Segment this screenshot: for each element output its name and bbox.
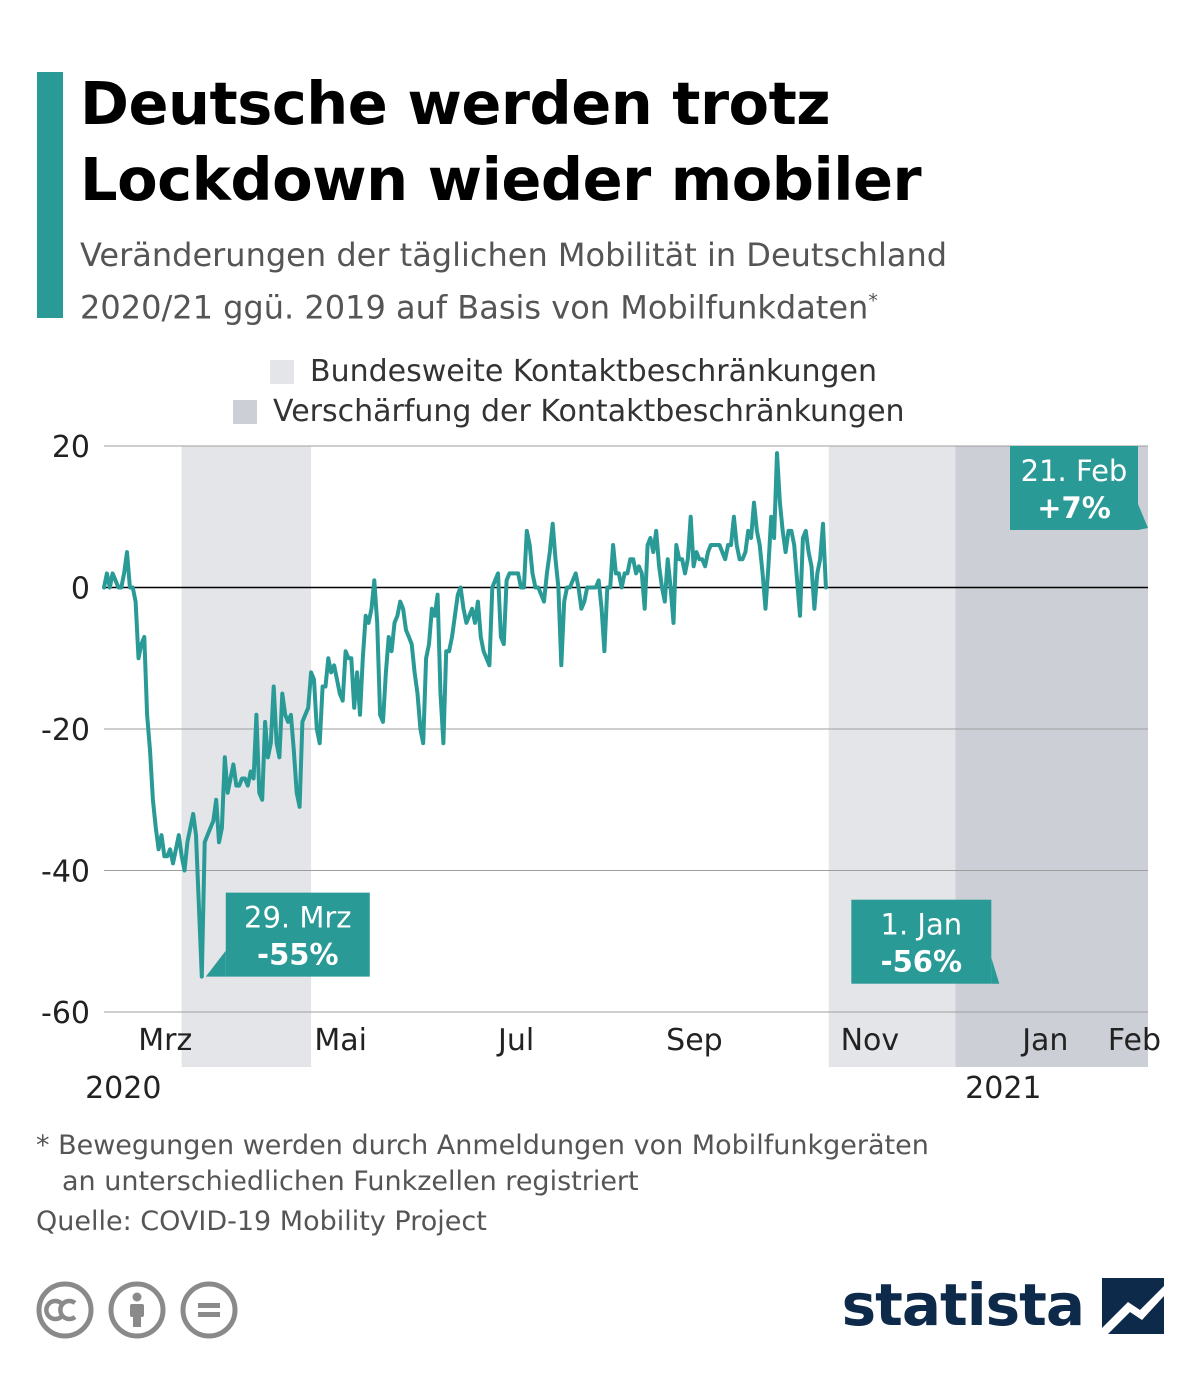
chart-series xyxy=(102,451,828,979)
attribution-icon[interactable] xyxy=(108,1281,166,1339)
footnote-line-2: an unterschiedlichen Funkzellen registri… xyxy=(62,1166,639,1197)
callout-box xyxy=(851,899,992,984)
callout-2: 21. Feb+7% xyxy=(1010,445,1148,530)
callout-pointer xyxy=(991,957,1000,984)
x-tick-label: Jan xyxy=(1020,1023,1068,1058)
statista-logo[interactable]: statista xyxy=(842,1270,1164,1340)
y-tick-label: -60 xyxy=(41,996,90,1031)
legend-swatch-dark xyxy=(233,400,257,424)
legend-swatch-light xyxy=(270,360,294,384)
x-tick-label: Nov xyxy=(841,1023,900,1058)
callout-1: 1. Jan-56% xyxy=(851,899,1000,984)
legend-item-dark: Verschärfung der Kontaktbeschränkungen xyxy=(233,392,905,432)
subtitle-asterisk: * xyxy=(868,290,878,312)
subtitle: Veränderungen der täglichen Mobilität in… xyxy=(80,232,1180,331)
series-line-0 xyxy=(102,451,828,979)
callout-box xyxy=(225,892,370,977)
creative-commons-icon[interactable] xyxy=(36,1281,94,1339)
x-tick-label: Feb xyxy=(1108,1023,1161,1058)
y-tick-label: 0 xyxy=(71,572,90,607)
callout-date: 1. Jan xyxy=(881,908,963,942)
y-tick-label: -20 xyxy=(41,713,90,748)
callout-date: 21. Feb xyxy=(1021,454,1128,488)
x-year-label: 2020 xyxy=(85,1071,161,1106)
chart-callouts: 29. Mrz-55% 1. Jan-56% 21. Feb+7% xyxy=(205,445,1148,984)
legend-label-light: Bundesweite Kontaktbeschränkungen xyxy=(310,354,878,389)
x-tick-label: Mrz xyxy=(138,1023,192,1058)
footnote: * Bewegungen werden durch Anmeldungen vo… xyxy=(36,1128,1136,1240)
y-tick-label: -40 xyxy=(41,855,90,890)
footnote-line-1: * Bewegungen werden durch Anmeldungen vo… xyxy=(36,1130,929,1161)
callout-0: 29. Mrz-55% xyxy=(205,892,370,977)
subtitle-line-2: 2020/21 ggü. 2019 auf Basis von Mobilfun… xyxy=(80,278,1180,331)
legend-label-dark: Verschärfung der Kontaktbeschränkungen xyxy=(273,394,905,429)
title-line-1: Deutsche werden trotz xyxy=(80,69,831,138)
statista-logo-icon xyxy=(1102,1278,1164,1334)
y-axis-labels: 20 0 -20 -40 -60 xyxy=(41,430,90,1031)
callout-date: 29. Mrz xyxy=(244,901,352,935)
callout-value: +7% xyxy=(1037,491,1111,525)
x-tick-label: Sep xyxy=(666,1023,723,1058)
callout-value: -55% xyxy=(257,938,338,972)
statista-wordmark: statista xyxy=(841,1271,1085,1339)
subtitle-line-2-text: 2020/21 ggü. 2019 auf Basis von Mobilfun… xyxy=(80,288,869,327)
no-derivatives-icon[interactable] xyxy=(180,1281,238,1339)
legend-item-light: Bundesweite Kontaktbeschränkungen xyxy=(270,352,877,392)
x-tick-label: Jul xyxy=(496,1023,534,1058)
chart-grid xyxy=(104,445,1148,1013)
x-year-label: 2021 xyxy=(965,1071,1041,1106)
page-title: Deutsche werden trotz Lockdown wieder mo… xyxy=(80,66,1180,218)
callout-box xyxy=(1010,445,1138,530)
accent-bar xyxy=(37,72,63,318)
source-note: Quelle: COVID-19 Mobility Project xyxy=(36,1206,487,1237)
x-tick-label: Mai xyxy=(314,1023,367,1058)
y-tick-label: 20 xyxy=(52,430,90,465)
callout-pointer xyxy=(1138,503,1148,530)
callout-pointer xyxy=(205,950,226,977)
title-line-2: Lockdown wieder mobiler xyxy=(80,145,922,214)
x-axis-labels: Mrz Mai Jul Sep Nov Jan Feb 2020 2021 xyxy=(85,1023,1161,1106)
callout-value: -56% xyxy=(881,945,962,979)
subtitle-line-1: Veränderungen der täglichen Mobilität in… xyxy=(80,236,948,274)
